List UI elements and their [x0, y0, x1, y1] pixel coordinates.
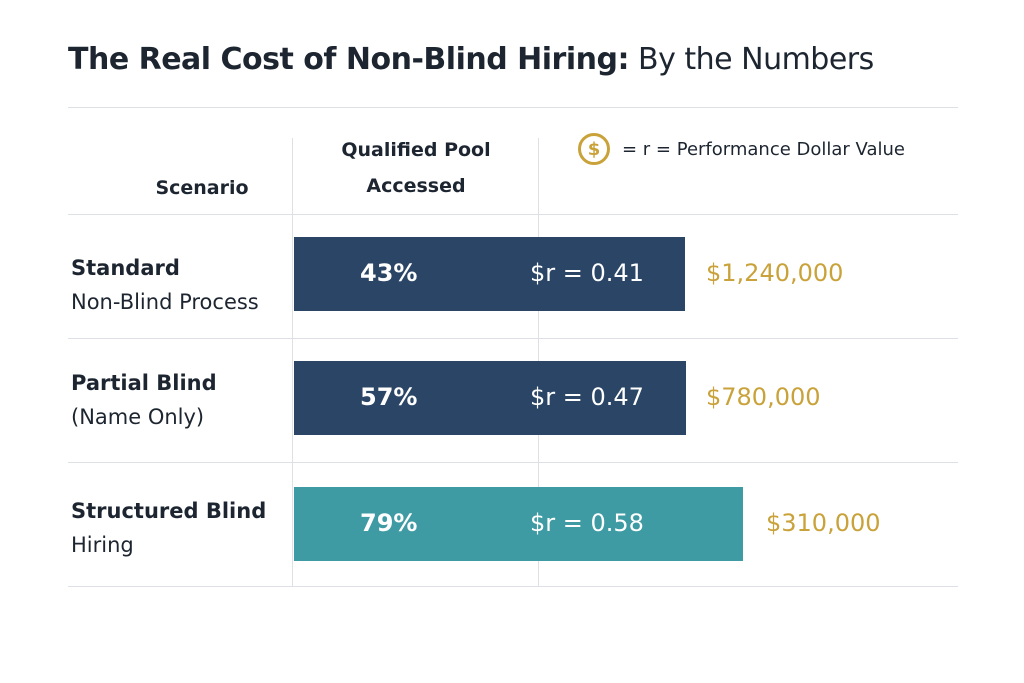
divider: [68, 462, 958, 463]
divider: [68, 586, 958, 587]
page-title: The Real Cost of Non-Blind Hiring: By th…: [68, 42, 874, 77]
scenario-label: Structured Blind Hiring: [71, 499, 267, 557]
scenario-label: Partial Blind (Name Only): [71, 371, 217, 429]
cost-value: $780,000: [706, 383, 821, 411]
scenario-label: Standard Non-Blind Process: [71, 256, 259, 314]
header-pool: Qualified Pool Accessed: [341, 139, 491, 197]
legend: $ = r = Performance Dollar Value: [578, 133, 905, 165]
cost-value: $310,000: [766, 509, 881, 537]
pool-percent: 57%: [360, 383, 418, 411]
pool-percent: 43%: [360, 259, 418, 287]
divider: [68, 338, 958, 339]
column-divider: [292, 138, 293, 586]
divider: [68, 214, 958, 215]
dollar-coin-icon: $: [578, 133, 610, 165]
header-scenario: Scenario: [155, 177, 249, 199]
pool-percent: 79%: [360, 509, 418, 537]
r-value: $r = 0.58: [530, 509, 644, 537]
divider: [68, 107, 958, 108]
r-value: $r = 0.41: [530, 259, 644, 287]
r-value: $r = 0.47: [530, 383, 644, 411]
pool-bar: 57% $r = 0.47: [294, 361, 686, 435]
pool-bar: 43% $r = 0.41: [294, 237, 685, 311]
pool-bar: 79% $r = 0.58: [294, 487, 743, 561]
cost-value: $1,240,000: [706, 259, 844, 287]
